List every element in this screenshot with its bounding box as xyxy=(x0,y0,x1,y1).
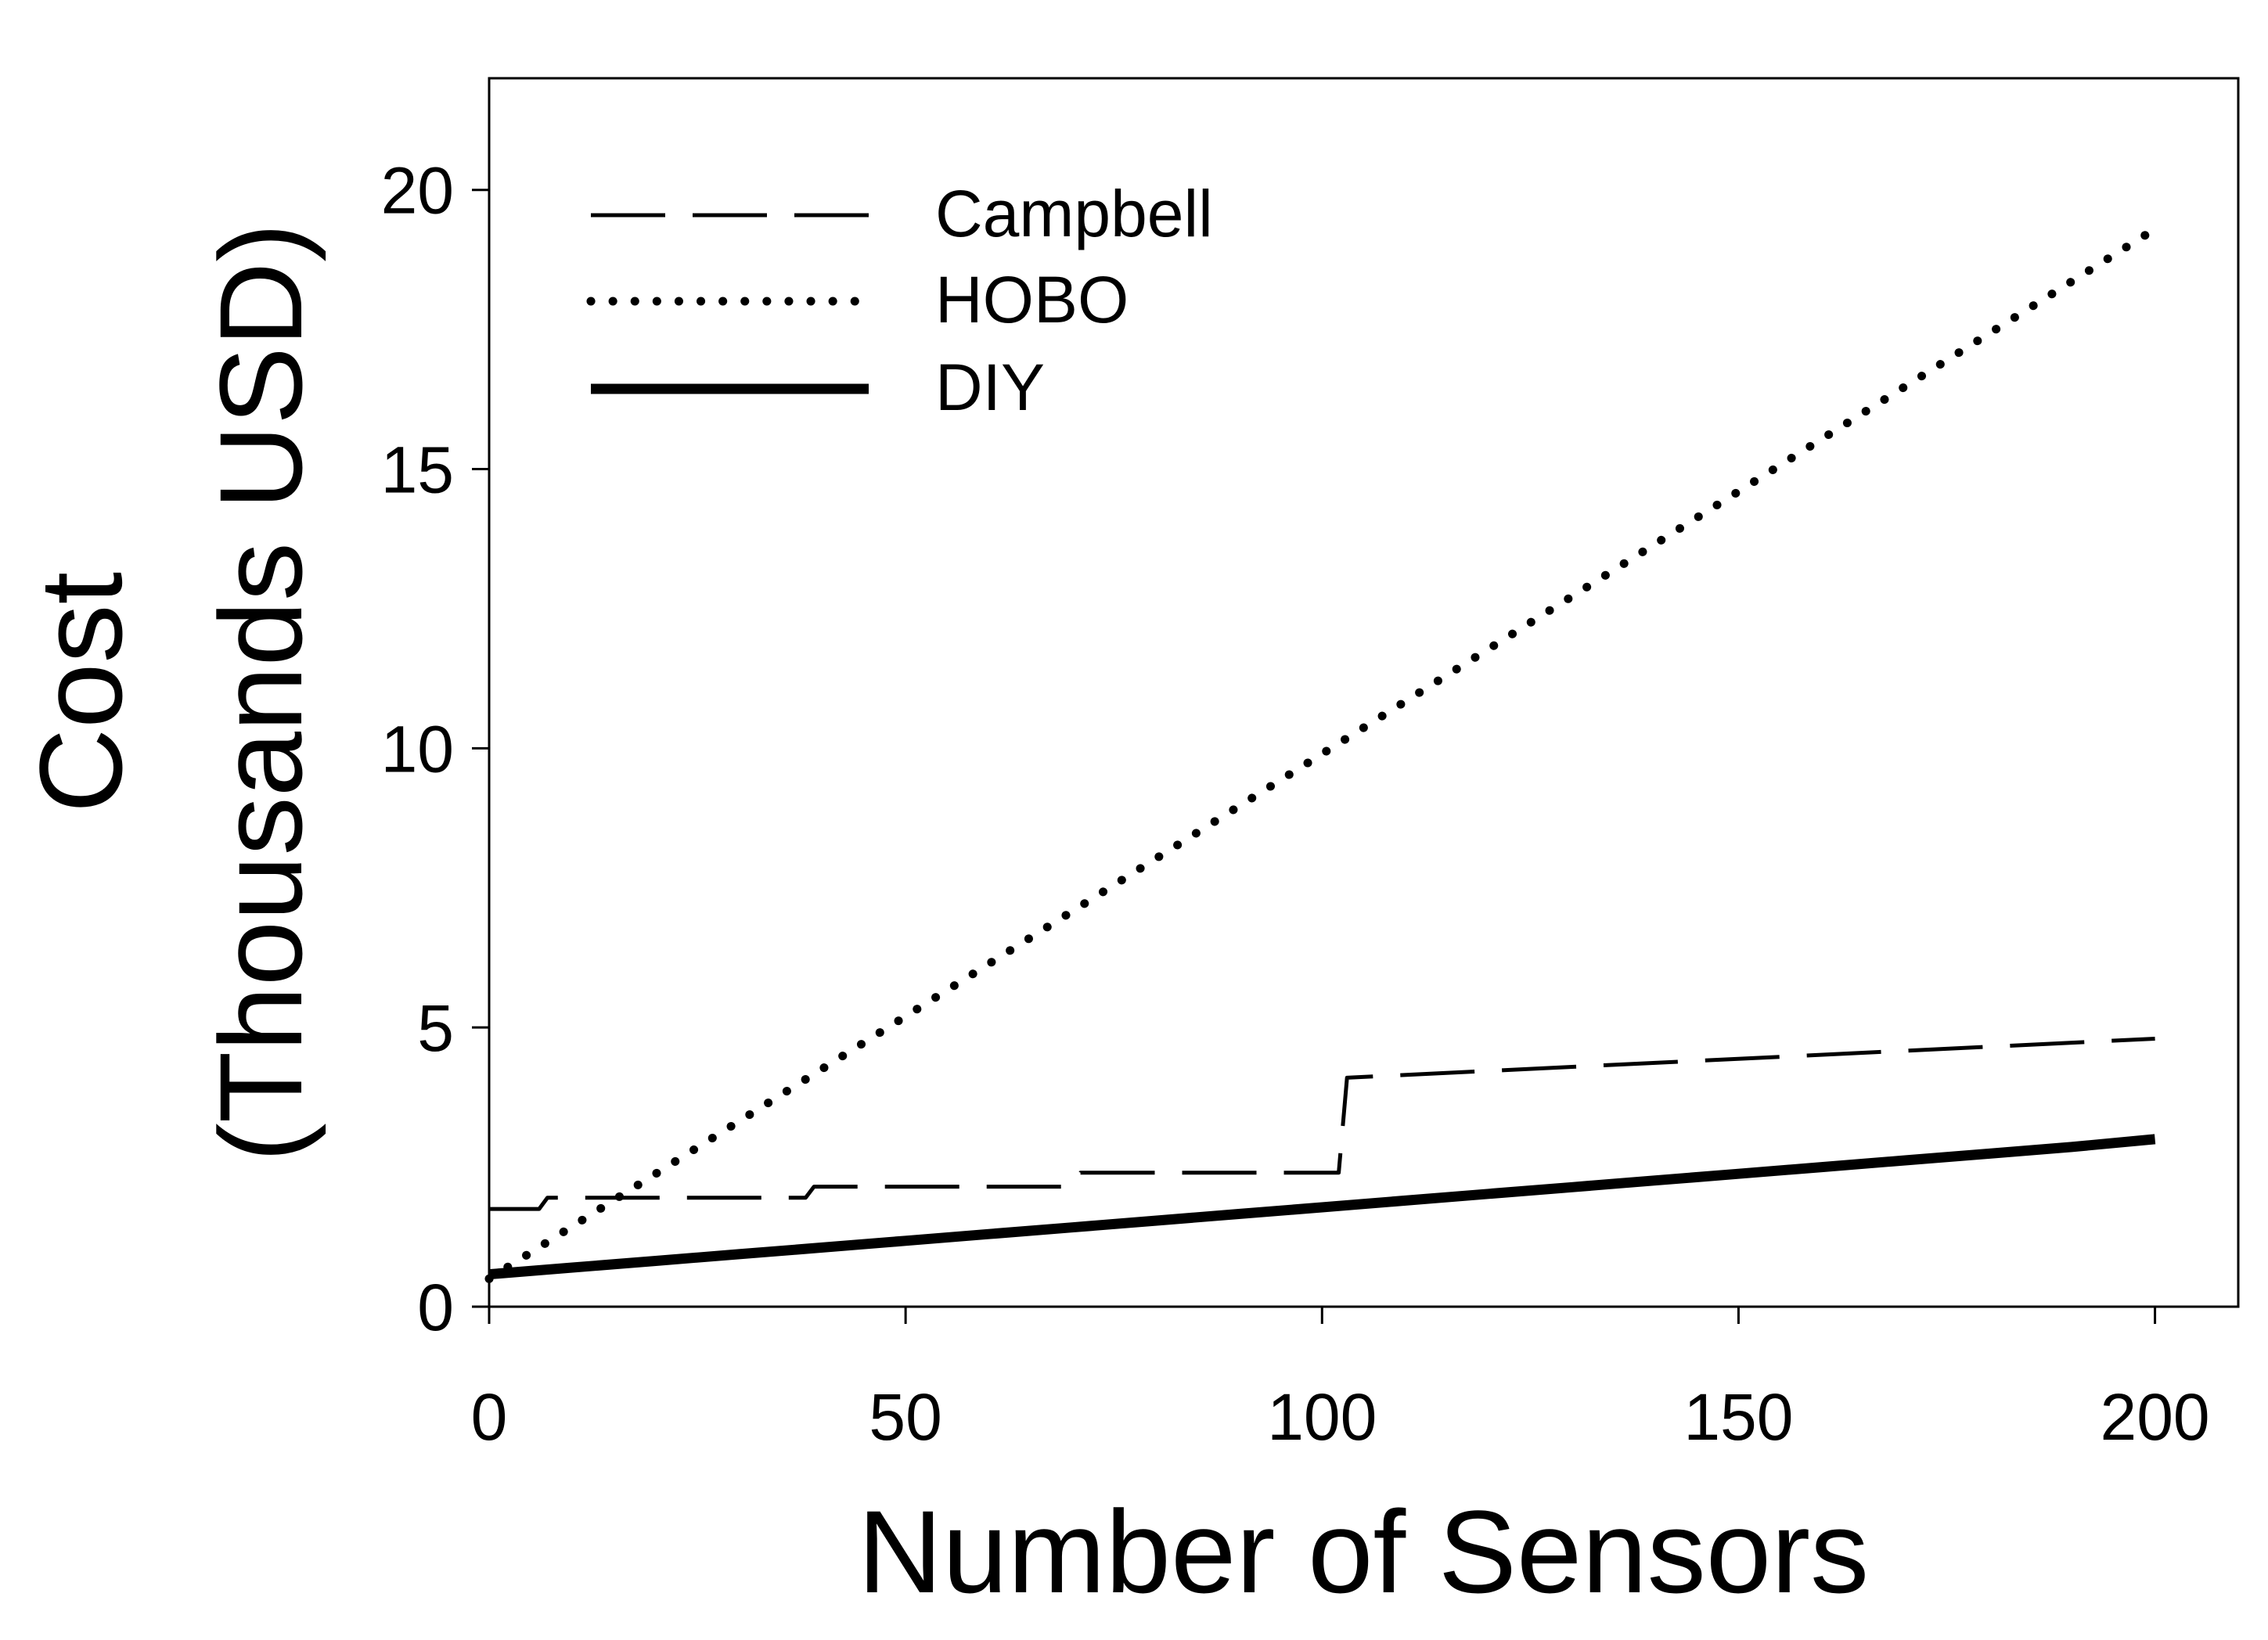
x-tick-label: 0 xyxy=(471,1380,508,1454)
legend: Campbell HOBO DIY xyxy=(586,177,1213,424)
x-tick-label: 50 xyxy=(869,1380,941,1454)
x-tick-label: 100 xyxy=(1267,1380,1377,1454)
y-axis-label-line2: (Thousands USD) xyxy=(195,223,326,1162)
x-axis-label: Number of Sensors xyxy=(858,1486,1869,1617)
y-tick-label: 15 xyxy=(381,433,454,507)
plot-frame xyxy=(488,77,2240,1308)
series-line-diy xyxy=(488,1134,2156,1280)
y-tick-label: 20 xyxy=(381,154,454,228)
series-line-hobo xyxy=(484,225,2160,1283)
legend-label-diy: DIY xyxy=(935,351,1045,424)
legend-label-hobo: HOBO xyxy=(935,263,1129,336)
y-tick-label: 0 xyxy=(417,1271,454,1344)
y-tick-label: 5 xyxy=(417,991,454,1065)
series-line-campbell xyxy=(489,1037,2155,1211)
x-tick-label: 150 xyxy=(1683,1380,1793,1454)
legend-label-campbell: Campbell xyxy=(935,177,1213,250)
series-layer xyxy=(484,225,2160,1283)
x-tick-label: 200 xyxy=(2100,1380,2209,1454)
axis-ticks: 0 50 100 150 200 0 5 10 15 20 xyxy=(381,154,2210,1454)
y-axis-label-line1: Cost xyxy=(15,572,146,813)
y-tick-label: 10 xyxy=(381,712,454,786)
